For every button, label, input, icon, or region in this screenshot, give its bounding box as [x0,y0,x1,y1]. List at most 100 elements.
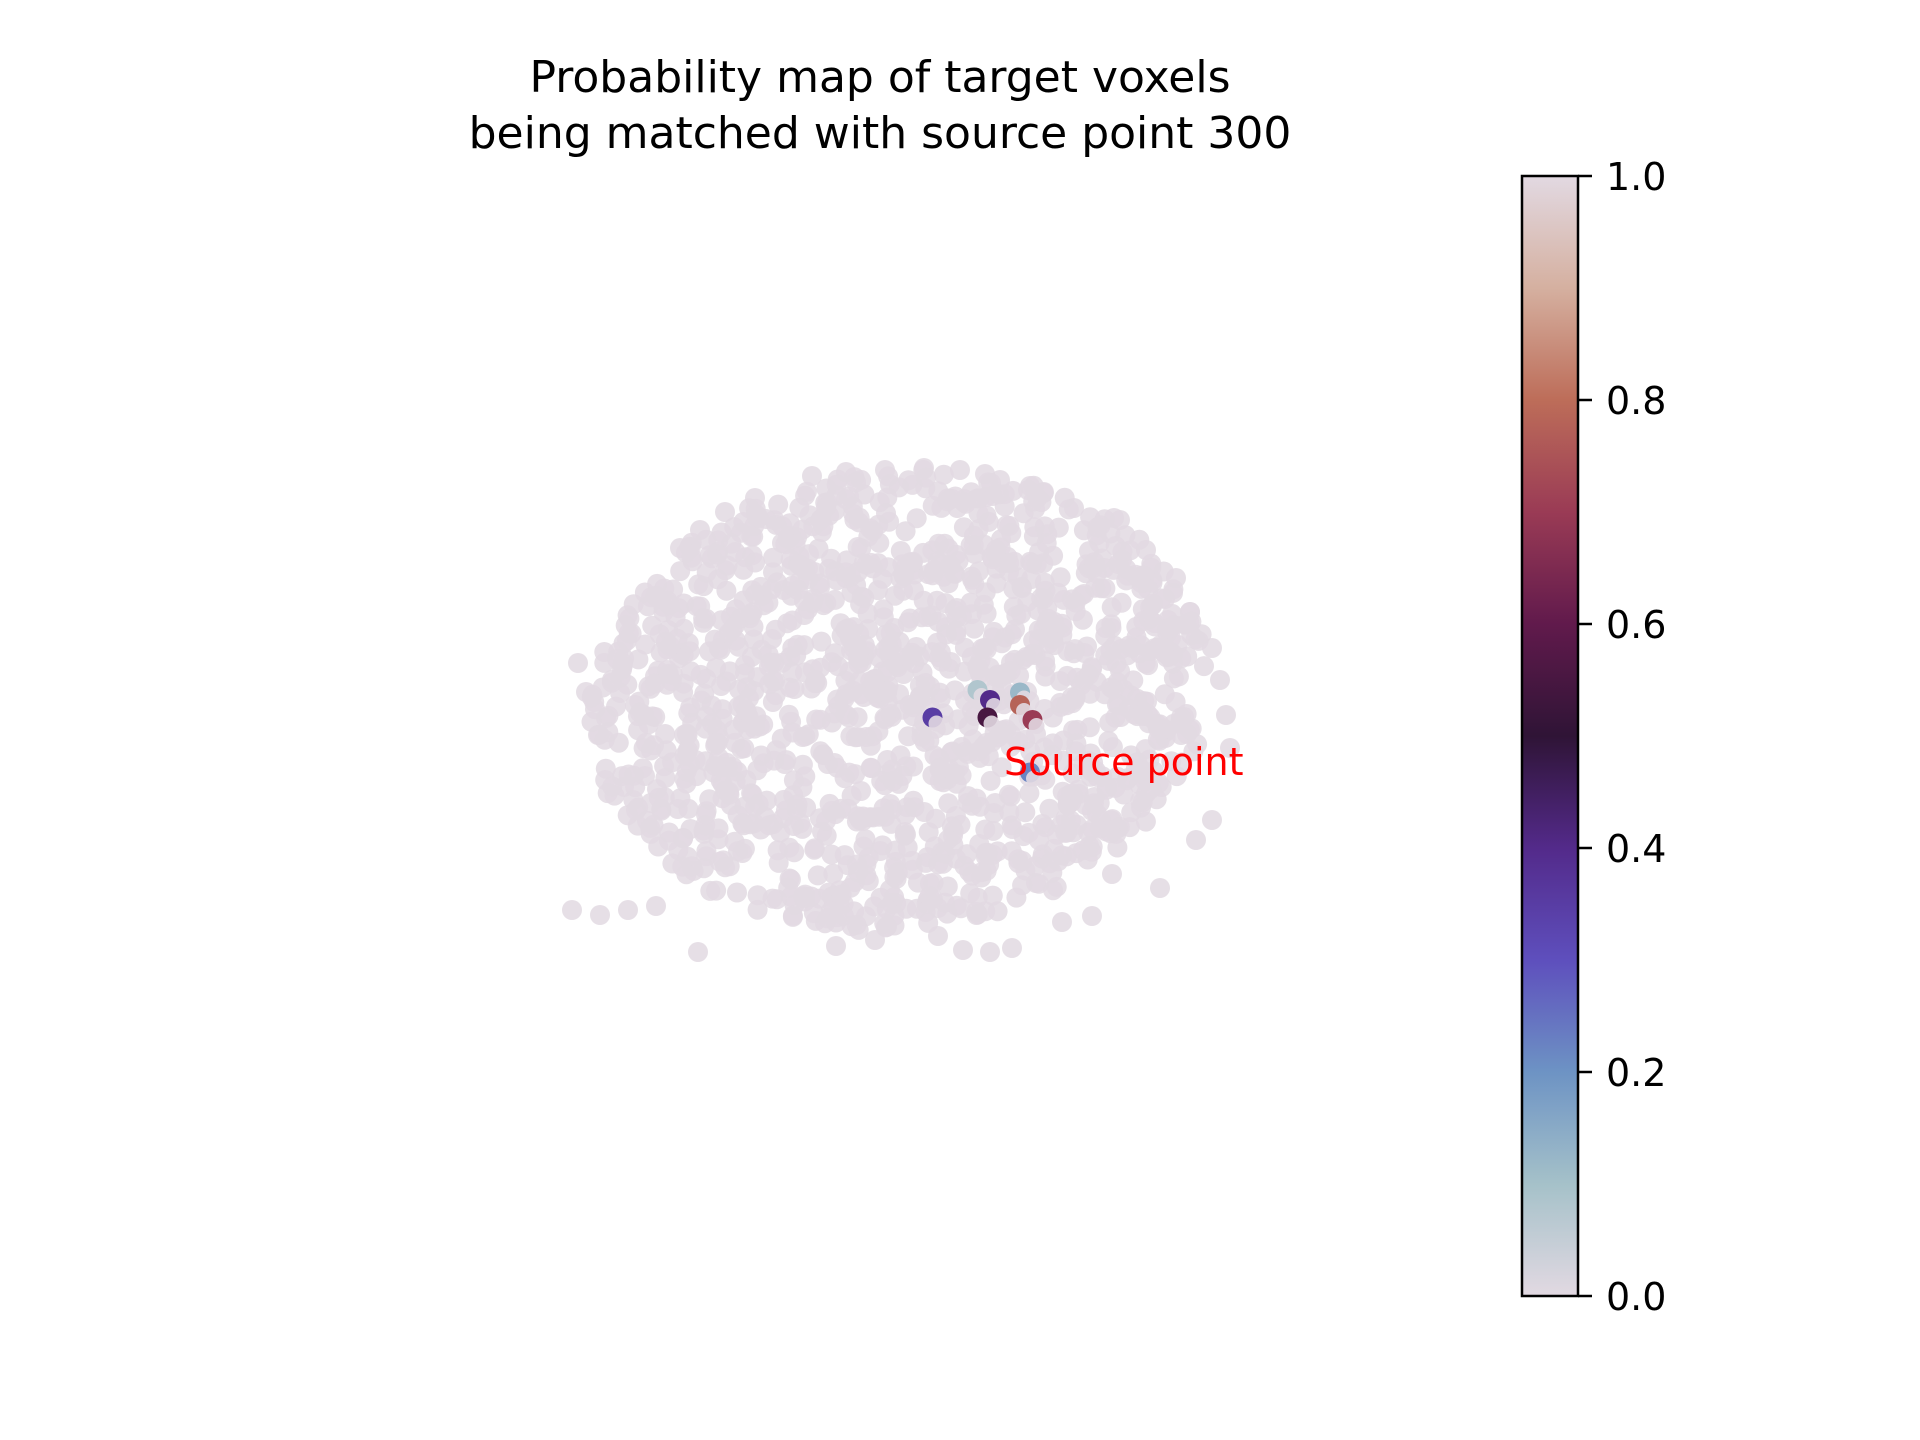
voxel-point [919,886,940,907]
voxel-point [695,804,716,825]
voxel-point [1154,684,1175,705]
voxel-point [816,497,837,518]
voxel-point [758,815,779,836]
voxel-point [799,544,819,565]
voxel-point [617,605,638,626]
voxel-point [762,692,783,712]
voxel-point [1009,665,1030,686]
voxel-point [915,478,936,499]
voxel-point [676,864,697,885]
voxel-point [804,838,825,859]
voxel-point [987,901,1008,922]
voxel-point [618,764,639,785]
voxel-point [772,516,793,537]
voxel-point [743,616,764,637]
voxel-point [686,766,707,787]
voxel-point [704,629,725,650]
voxel-point [633,738,654,759]
voxel-point [948,551,969,572]
voxel-point [1046,876,1067,897]
voxel-point [701,548,722,569]
voxel-point [763,562,783,583]
voxel-point [699,789,720,810]
voxel-point [910,686,931,707]
voxel-point [862,726,883,747]
voxel-point [645,707,666,727]
voxel-point [617,805,638,826]
voxel-point [982,844,1003,865]
voxel-point [911,607,932,628]
voxel-point [624,695,645,715]
voxel-point [821,844,842,865]
voxel-point [877,764,898,785]
voxel-point [999,515,1020,536]
chart-title-line-2: being matched with source point 300 [468,108,1292,159]
voxel-point [1104,508,1124,528]
voxel-point [1003,596,1024,617]
voxel-point [902,859,923,880]
voxel-point [759,674,780,694]
voxel-point [1057,786,1078,806]
voxel-point [976,603,997,624]
voxel-point [745,584,765,605]
voxel-point [1000,786,1021,807]
voxel-point [744,718,765,739]
voxel-point [1202,638,1222,658]
voxel-point [1035,650,1056,671]
voxel-point [596,708,616,728]
voxel-point [1116,770,1137,791]
voxel-point [869,532,890,553]
voxel-point [975,582,996,603]
voxel-point [635,634,656,655]
voxel-point [1087,767,1108,787]
voxel-point [1186,830,1206,850]
voxel-point [854,587,875,608]
voxel-point [1100,823,1121,844]
voxel-point [708,747,729,768]
voxel-point [576,682,596,702]
voxel-point [1042,707,1063,728]
voxel-point [1220,738,1240,758]
voxel-point [914,458,934,478]
voxel-point [813,744,833,765]
voxel-point [1066,733,1087,754]
voxel-point [1051,613,1072,634]
voxel-point [1052,912,1072,932]
voxel-point [869,492,890,513]
voxel-point [815,913,835,934]
voxel-point [1016,646,1037,667]
voxel-point [665,607,686,628]
voxel-point [594,642,615,662]
voxel-point [1110,661,1131,682]
voxel-point [736,677,757,698]
voxel-point [903,756,924,777]
voxel-point [1166,766,1187,787]
voxel-point [848,653,869,674]
voxel-point [974,534,995,555]
voxel-overlap [1026,770,1042,787]
voxel-point [1039,798,1060,819]
voxel-point [734,738,755,759]
voxel-point [937,829,958,850]
voxel-point [861,758,882,778]
voxel-point [833,905,854,926]
voxel-point [712,708,733,729]
voxel-point [937,876,958,897]
voxel-point [1150,878,1170,898]
voxel-point [950,460,970,480]
voxel-point [1177,724,1197,744]
voxel-point [929,682,950,703]
voxel-point [1126,616,1147,637]
voxel-point [924,561,945,582]
voxel-point [690,664,711,685]
voxel-point [1036,533,1057,554]
chart-title-line-1: Probability map of target voxels [529,52,1231,103]
voxel-point [685,750,706,770]
voxel-point [937,491,958,512]
source-point-label: Source point [1004,740,1244,784]
voxel-point [995,627,1015,648]
voxel-point [958,716,979,737]
voxel-point [1002,938,1022,958]
voxel-point [658,663,679,684]
